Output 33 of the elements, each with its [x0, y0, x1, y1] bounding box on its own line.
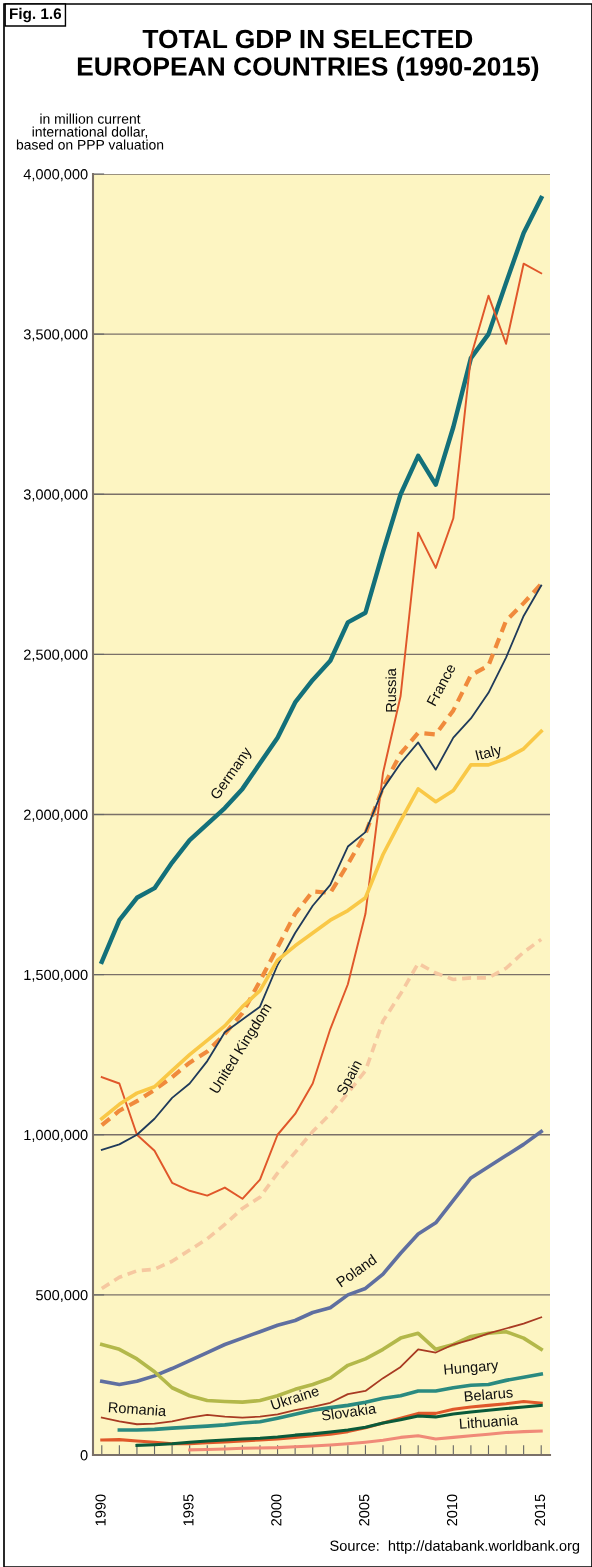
- x-tick-label: 2010: [446, 1494, 458, 1526]
- source-note: Source: http://databank.worldbank.org: [330, 1540, 580, 1554]
- y-tick-label: 1,500,000: [24, 969, 88, 982]
- text: Slovakia: [321, 1402, 377, 1421]
- x-tick-label: 1995: [183, 1494, 194, 1526]
- x-tick-label: 2015: [534, 1494, 546, 1526]
- line-series: [99, 1129, 544, 1387]
- text: Italy: [475, 743, 504, 764]
- x-tick-label: 2000: [271, 1494, 282, 1526]
- line-series: [99, 195, 544, 965]
- line-series: [188, 1429, 543, 1452]
- y-tick-label: 0: [80, 1450, 88, 1461]
- y-axis-title: in million current international dollar, based on PPP valuation: [16, 113, 164, 150]
- y-tick-label: 3,500,000: [23, 329, 88, 342]
- y-tick-label: 3,000,000: [23, 489, 88, 502]
- chart-title: TOTAL GDP IN SELECTED EUROPEAN COUNTRIES (1990-2015): [77, 29, 539, 82]
- series-label: Hungary: [444, 1359, 499, 1378]
- y-tick-label: 2,000,000: [24, 809, 88, 822]
- text: Ukraine: [270, 1385, 320, 1411]
- line-series: [100, 262, 543, 1200]
- y-tick-label: 4,000,000: [23, 169, 88, 182]
- caption: Fig. 1.6: [10, 7, 62, 23]
- y-tick-label: 1,000,000: [24, 1129, 88, 1142]
- series-label: Lithuania: [459, 1414, 519, 1429]
- series-label: Romania: [108, 1401, 167, 1417]
- series-label: Belarus: [464, 1386, 513, 1402]
- x-tick-label: 2005: [359, 1494, 370, 1526]
- x-tick-label: 1990: [95, 1494, 106, 1526]
- y-tick-label: 2,500,000: [24, 649, 88, 662]
- y-tick-label: 500,000: [36, 1289, 88, 1303]
- line-series: [99, 729, 544, 1121]
- text: Russia: [385, 668, 397, 712]
- line-series: [99, 937, 544, 1291]
